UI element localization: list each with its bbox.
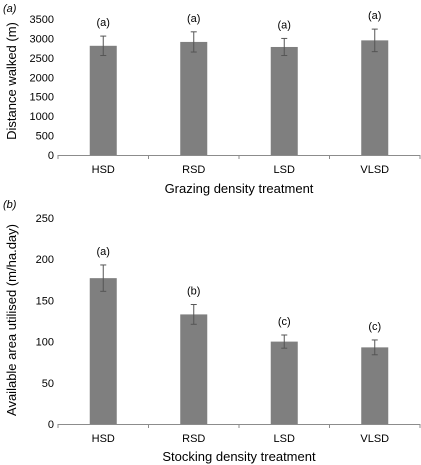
significance-label-b: (a)	[97, 246, 110, 258]
y-tick-label-b: 50	[42, 378, 54, 390]
chart-a: (a) Distance walked (m) Grazing density …	[3, 3, 421, 196]
bar-lsd-a	[270, 46, 298, 155]
y-tick-label-b: 150	[36, 295, 54, 307]
y-tick-label-a: 2000	[30, 72, 54, 84]
y-tick-label-b: 250	[36, 213, 54, 225]
y-tick-label-b: 100	[36, 337, 54, 349]
y-axis-title-a: Distance walked (m)	[4, 22, 19, 140]
y-tick-label-a: 2500	[30, 53, 54, 65]
y-axis-title-b: Available area utilised (m/ha.day)	[4, 224, 19, 416]
y-tick-label-a: 3500	[30, 14, 54, 26]
significance-label-b: (c)	[278, 316, 291, 328]
chart-b: (b) Available area utilised (m/ha.day) S…	[3, 199, 421, 464]
y-tick-label-a: 500	[36, 131, 54, 143]
x-tick-label-a: LSD	[274, 164, 295, 176]
x-tick-label-a: HSD	[92, 164, 115, 176]
bar-rsd-a	[180, 41, 208, 155]
x-tick-label-a: VLSD	[360, 164, 389, 176]
bar-lsd-b	[270, 341, 298, 424]
y-tick-label-a: 3000	[30, 33, 54, 45]
significance-label-a: (a)	[97, 17, 110, 29]
bar-hsd-b	[89, 278, 117, 424]
significance-label-a: (a)	[368, 10, 381, 22]
bar-rsd-b	[180, 314, 208, 424]
significance-label-a: (a)	[187, 13, 200, 25]
bar-hsd-a	[89, 45, 117, 155]
x-tick-label-b: VLSD	[360, 433, 389, 445]
y-tick-label-a: 0	[48, 150, 54, 162]
x-tick-label-b: RSD	[182, 433, 205, 445]
x-tick-label-a: RSD	[182, 164, 205, 176]
x-axis-title-a: Grazing density treatment	[165, 181, 314, 196]
x-axis-title-b: Stocking density treatment	[162, 449, 316, 464]
significance-label-b: (b)	[187, 286, 200, 298]
x-tick-label-b: LSD	[274, 433, 295, 445]
y-tick-label-b: 200	[36, 254, 54, 266]
bar-vlsd-a	[361, 40, 389, 155]
significance-label-a: (a)	[278, 19, 291, 31]
y-tick-label-a: 1000	[30, 111, 54, 123]
y-tick-label-a: 1500	[30, 92, 54, 104]
significance-label-b: (c)	[368, 321, 381, 333]
bar-vlsd-b	[361, 347, 389, 424]
x-tick-label-b: HSD	[92, 433, 115, 445]
y-tick-label-b: 0	[48, 419, 54, 431]
panel-label-b: (b)	[3, 199, 17, 211]
panel-label-a: (a)	[3, 3, 17, 15]
plot-area-a: 0 500 1000 1500 2000 2500 3000 3500 (a) HSD (a) RSD…	[30, 10, 421, 176]
plot-area-b: 0 50 100 150 200 250 (a) HSD (b) RSD (c) LSD (c) VLSD	[36, 213, 421, 445]
